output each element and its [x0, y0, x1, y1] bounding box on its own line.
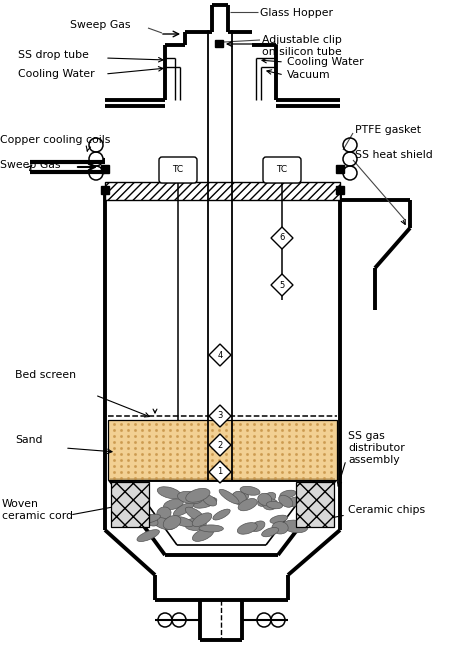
Text: 3: 3 — [217, 411, 223, 420]
Ellipse shape — [173, 503, 194, 516]
Ellipse shape — [157, 507, 171, 520]
Text: Glass Hopper: Glass Hopper — [260, 8, 333, 18]
Ellipse shape — [163, 516, 181, 530]
Text: Vacuum: Vacuum — [287, 70, 331, 80]
Ellipse shape — [157, 487, 181, 499]
Ellipse shape — [153, 517, 174, 530]
Text: 6: 6 — [279, 233, 285, 242]
Polygon shape — [209, 405, 231, 427]
Text: TC: TC — [173, 166, 183, 175]
Bar — [111, 482, 149, 527]
Ellipse shape — [258, 493, 276, 507]
Ellipse shape — [142, 514, 158, 526]
Text: 2: 2 — [218, 440, 223, 449]
Ellipse shape — [177, 491, 202, 504]
Text: Copper cooling coils: Copper cooling coils — [0, 135, 110, 145]
Ellipse shape — [192, 528, 214, 541]
Text: 1: 1 — [218, 468, 223, 476]
Bar — [105, 182, 340, 200]
FancyBboxPatch shape — [159, 157, 197, 183]
Text: Adjustable clip
on silicon tube: Adjustable clip on silicon tube — [262, 35, 342, 57]
Text: TC: TC — [276, 166, 288, 175]
Polygon shape — [271, 227, 293, 249]
Ellipse shape — [141, 514, 160, 523]
Bar — [101, 165, 109, 173]
Text: Bed screen: Bed screen — [15, 370, 76, 380]
Text: 4: 4 — [218, 350, 223, 359]
FancyBboxPatch shape — [263, 157, 301, 183]
Text: Sweep Gas: Sweep Gas — [70, 20, 130, 30]
Ellipse shape — [184, 518, 206, 530]
Ellipse shape — [137, 530, 159, 541]
Text: SS drop tube: SS drop tube — [18, 50, 89, 60]
Ellipse shape — [240, 486, 260, 495]
Polygon shape — [209, 461, 231, 483]
Ellipse shape — [279, 495, 293, 507]
Polygon shape — [271, 274, 293, 296]
Ellipse shape — [203, 495, 217, 506]
Ellipse shape — [219, 489, 239, 504]
Ellipse shape — [199, 525, 223, 532]
Text: Woven
ceramic cord: Woven ceramic cord — [2, 499, 73, 521]
Polygon shape — [209, 344, 231, 366]
Text: Sweep Gas: Sweep Gas — [0, 160, 61, 170]
Ellipse shape — [237, 522, 257, 534]
Bar — [336, 165, 344, 173]
Text: PTFE gasket: PTFE gasket — [355, 125, 421, 135]
Ellipse shape — [262, 528, 279, 537]
Bar — [108, 420, 337, 480]
Ellipse shape — [164, 499, 183, 510]
Ellipse shape — [171, 516, 194, 527]
Text: Cooling Water: Cooling Water — [287, 57, 364, 67]
Ellipse shape — [258, 493, 272, 505]
Polygon shape — [209, 434, 231, 456]
Ellipse shape — [231, 492, 248, 501]
Bar — [101, 186, 109, 194]
Ellipse shape — [266, 501, 283, 509]
Ellipse shape — [192, 513, 212, 526]
Ellipse shape — [186, 488, 210, 502]
Bar — [336, 186, 344, 194]
Bar — [296, 482, 334, 527]
Ellipse shape — [232, 491, 246, 505]
Text: 5: 5 — [279, 281, 284, 290]
Ellipse shape — [185, 507, 205, 522]
Text: SS heat shield: SS heat shield — [355, 150, 433, 160]
Ellipse shape — [263, 499, 278, 510]
Text: Cooling Water: Cooling Water — [18, 69, 95, 79]
Bar — [215, 40, 223, 47]
Ellipse shape — [270, 515, 288, 524]
Ellipse shape — [272, 522, 288, 534]
Text: Sand: Sand — [15, 435, 43, 445]
Ellipse shape — [251, 521, 265, 532]
Text: Ceramic chips: Ceramic chips — [348, 505, 425, 515]
Ellipse shape — [283, 520, 308, 533]
Bar — [108, 420, 337, 480]
Ellipse shape — [280, 490, 296, 498]
Text: SS gas
distributor
assembly: SS gas distributor assembly — [348, 432, 405, 464]
Ellipse shape — [284, 497, 304, 507]
Ellipse shape — [238, 499, 257, 510]
Ellipse shape — [213, 509, 230, 520]
Ellipse shape — [194, 497, 217, 508]
